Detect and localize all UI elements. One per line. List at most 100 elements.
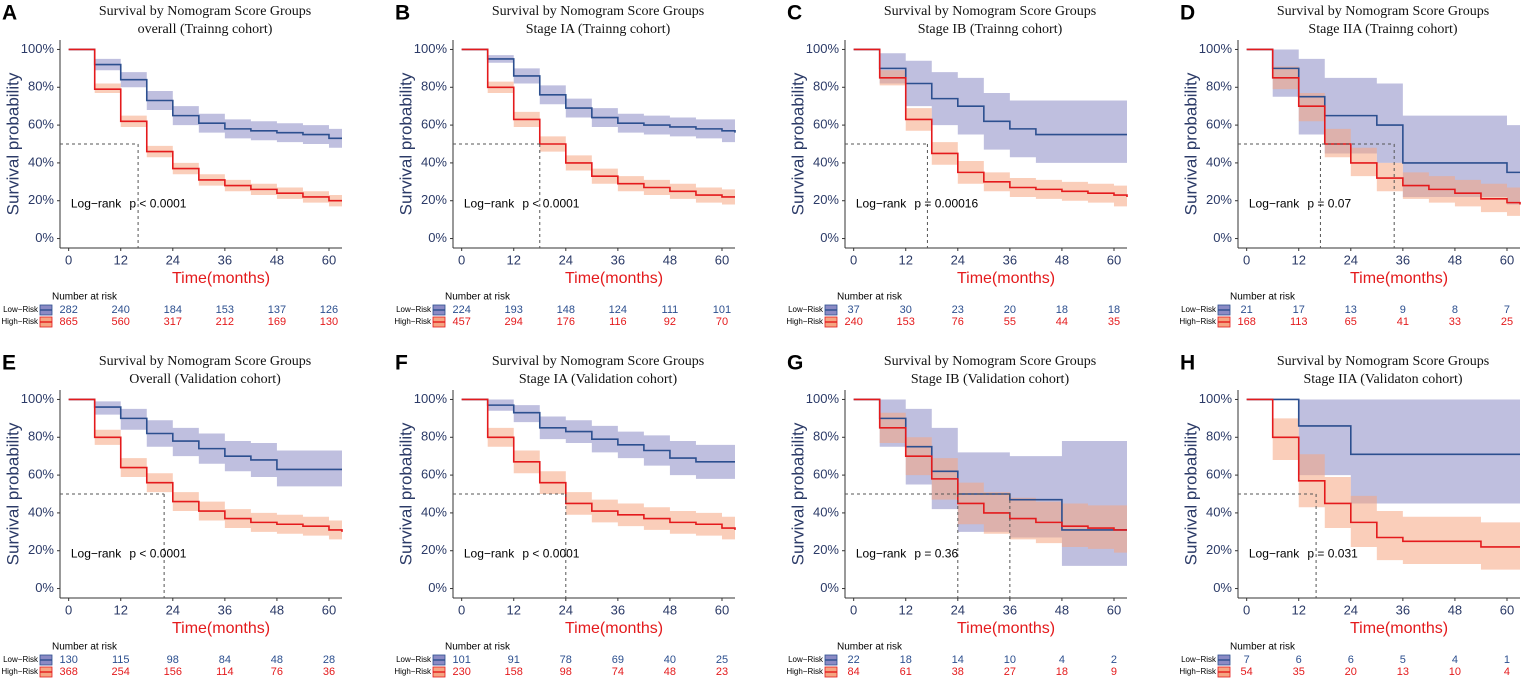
risk-count: 6 <box>1296 654 1302 666</box>
y-tick-label: 60% <box>813 467 839 482</box>
x-tick-label: 12 <box>114 252 128 267</box>
y-tick-label: 80% <box>28 429 54 444</box>
risk-count: 48 <box>271 654 283 666</box>
risk-count: 48 <box>664 666 676 678</box>
y-tick-label: 100% <box>806 41 840 56</box>
y-axis-label: Survival probability <box>396 72 415 215</box>
risk-table-title: Number at risk <box>837 292 903 303</box>
y-tick-label: 20% <box>421 192 447 207</box>
y-tick-label: 40% <box>813 504 839 519</box>
risk-count: 10 <box>1004 654 1016 666</box>
y-tick-label: 100% <box>414 41 448 56</box>
risk-count: 156 <box>164 666 182 678</box>
y-tick-label: 100% <box>806 391 840 406</box>
y-tick-label: 100% <box>21 41 55 56</box>
y-tick-label: 0% <box>1213 230 1232 245</box>
risk-count: 368 <box>59 666 77 678</box>
risk-count: 168 <box>1237 316 1255 328</box>
risk-count: 84 <box>848 666 860 678</box>
chart-subtitle: Overall (Validation cohort) <box>129 372 281 387</box>
x-tick-label: 60 <box>322 602 336 617</box>
chart-title: Survival by Nomogram Score Groups <box>1277 354 1489 369</box>
x-tick-label: 0 <box>65 252 72 267</box>
risk-count: 153 <box>216 304 234 316</box>
risk-count: 4 <box>1059 654 1065 666</box>
chart-subtitle: Stage IA (Validation cohort) <box>519 372 678 387</box>
x-axis-label: Time(months) <box>172 270 270 287</box>
y-tick-label: 0% <box>428 580 447 595</box>
survival-curve <box>853 398 1127 531</box>
confidence-band <box>1246 49 1520 205</box>
x-tick-label: 24 <box>166 252 180 267</box>
y-tick-label: 0% <box>1213 580 1232 595</box>
y-tick-label: 40% <box>813 154 839 169</box>
survival-curve <box>68 48 342 140</box>
logrank-label: Log−rank <box>1249 197 1300 211</box>
x-tick-label: 12 <box>1292 252 1306 267</box>
confidence-band <box>68 399 342 487</box>
x-tick-label: 0 <box>458 252 465 267</box>
y-tick-label: 80% <box>28 79 54 94</box>
risk-count: 98 <box>167 654 179 666</box>
risk-count: 148 <box>557 304 575 316</box>
risk-count: 10 <box>1449 666 1461 678</box>
chart-title: Survival by Nomogram Score Groups <box>99 4 311 19</box>
y-tick-label: 0% <box>820 230 839 245</box>
y-tick-label: 20% <box>1206 192 1232 207</box>
logrank-label: Log−rank <box>856 547 907 561</box>
x-tick-label: 48 <box>663 252 677 267</box>
p-value: p < 0.0001 <box>522 197 579 211</box>
risk-count: 560 <box>112 316 130 328</box>
x-tick-label: 36 <box>218 252 232 267</box>
risk-row-label: High−Risk <box>1179 667 1217 676</box>
risk-table-title: Number at risk <box>1230 642 1296 653</box>
y-axis-label: Survival probability <box>396 422 415 565</box>
y-tick-label: 20% <box>421 542 447 557</box>
risk-count: 124 <box>609 304 627 316</box>
y-tick-label: 40% <box>1206 504 1232 519</box>
risk-count: 114 <box>216 666 234 678</box>
panel-letter: A <box>2 2 17 25</box>
y-tick-label: 40% <box>1206 154 1232 169</box>
x-tick-label: 24 <box>951 602 965 617</box>
risk-count: 69 <box>612 654 624 666</box>
risk-count: 54 <box>1241 666 1253 678</box>
risk-count: 28 <box>323 654 335 666</box>
risk-count: 25 <box>1501 316 1513 328</box>
p-value: p = 0.00016 <box>914 197 978 211</box>
confidence-band <box>68 49 342 207</box>
survival-curve <box>68 398 343 532</box>
risk-count: 98 <box>560 666 572 678</box>
risk-count: 18 <box>900 654 912 666</box>
risk-count: 70 <box>716 316 728 328</box>
risk-count: 23 <box>952 304 964 316</box>
risk-count: 61 <box>900 666 912 678</box>
risk-table-title: Number at risk <box>52 292 118 303</box>
panel-letter: B <box>395 2 410 25</box>
x-tick-label: 0 <box>850 252 857 267</box>
x-tick-label: 12 <box>507 252 521 267</box>
risk-row-label: High−Risk <box>786 667 824 676</box>
risk-count: 116 <box>609 316 627 328</box>
confidence-band <box>853 49 1127 163</box>
chart-subtitle: Stage IB (Validation cohort) <box>911 372 1070 387</box>
risk-count: 153 <box>897 316 915 328</box>
x-tick-label: 60 <box>1107 252 1121 267</box>
risk-count: 23 <box>716 666 728 678</box>
risk-count: 13 <box>1345 304 1357 316</box>
x-tick-label: 24 <box>1344 602 1358 617</box>
risk-table-title: Number at risk <box>445 642 511 653</box>
x-tick-label: 48 <box>1448 252 1462 267</box>
x-axis-label: Time(months) <box>565 270 663 287</box>
x-tick-label: 48 <box>270 602 284 617</box>
y-tick-label: 100% <box>1199 41 1233 56</box>
risk-count: 5 <box>1400 654 1406 666</box>
y-tick-label: 20% <box>1206 542 1232 557</box>
risk-count: 113 <box>1290 316 1308 328</box>
risk-table-title: Number at risk <box>1230 292 1296 303</box>
x-tick-label: 24 <box>1344 252 1358 267</box>
survival-curve <box>68 398 342 471</box>
x-tick-label: 36 <box>1396 252 1410 267</box>
risk-table-title: Number at risk <box>837 642 903 653</box>
y-tick-label: 60% <box>1206 117 1232 132</box>
